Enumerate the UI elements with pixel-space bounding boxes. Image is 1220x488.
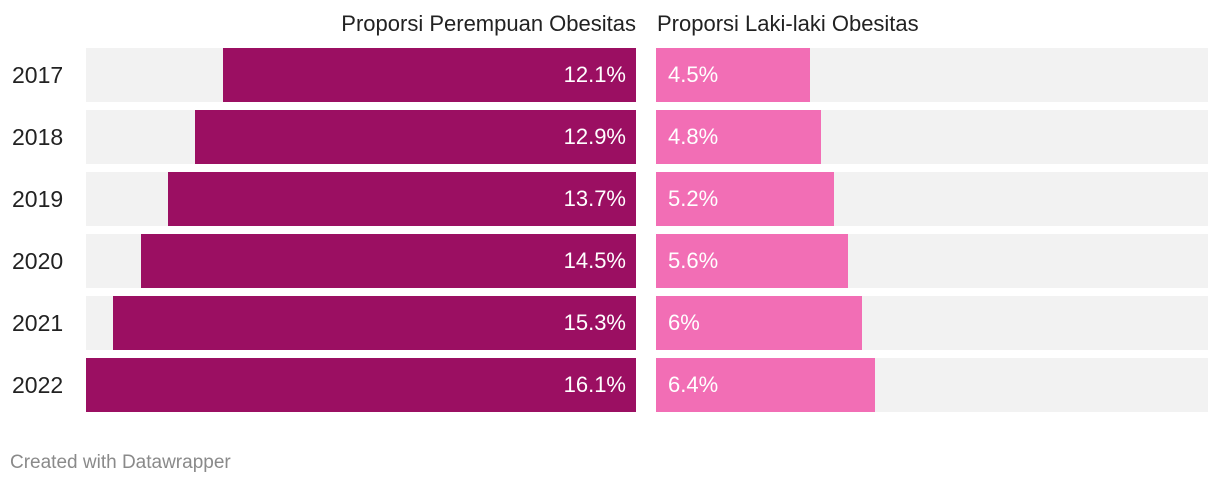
year-label: 2020 [12, 248, 64, 274]
bar-row: 2022 16.1% 6.4% [0, 358, 1220, 412]
year-label: 2017 [12, 62, 64, 88]
bar-row: 2019 13.7% 5.2% [0, 172, 1220, 226]
men-bar: 5.6% [656, 234, 848, 288]
women-bar: 12.9% [195, 110, 636, 164]
men-bar: 6.4% [656, 358, 875, 412]
women-bar: 16.1% [86, 358, 636, 412]
men-bar: 4.8% [656, 110, 821, 164]
women-bar: 12.1% [223, 48, 636, 102]
men-bar: 6% [656, 296, 862, 350]
women-value-label: 14.5% [563, 248, 626, 273]
men-value-label: 5.2% [668, 186, 719, 211]
year-label: 2022 [12, 372, 64, 398]
women-bar: 14.5% [141, 234, 636, 288]
footer-credit: Created with Datawrapper [10, 452, 231, 473]
men-track: 5.6% [656, 234, 1208, 288]
women-track: 12.1% [86, 48, 636, 102]
year-label: 2021 [12, 310, 64, 336]
year-label: 2019 [12, 186, 64, 212]
women-track: 16.1% [86, 358, 636, 412]
women-track: 12.9% [86, 110, 636, 164]
men-value-label: 4.5% [668, 62, 719, 87]
women-bar: 15.3% [113, 296, 636, 350]
men-bar: 5.2% [656, 172, 834, 226]
women-bar: 13.7% [168, 172, 636, 226]
bar-row: 2018 12.9% 4.8% [0, 110, 1220, 164]
men-track: 6% [656, 296, 1208, 350]
men-value-label: 6.4% [668, 372, 719, 397]
men-track: 5.2% [656, 172, 1208, 226]
women-track: 14.5% [86, 234, 636, 288]
women-track: 15.3% [86, 296, 636, 350]
header-women-obesity: Proporsi Perempuan Obesitas [341, 11, 636, 36]
header-men-obesity: Proporsi Laki-laki Obesitas [657, 11, 919, 36]
men-track: 4.5% [656, 48, 1208, 102]
women-value-label: 16.1% [563, 372, 626, 397]
men-bar: 4.5% [656, 48, 810, 102]
women-value-label: 13.7% [563, 186, 626, 211]
men-value-label: 4.8% [668, 124, 719, 149]
women-track: 13.7% [86, 172, 636, 226]
men-value-label: 6% [668, 310, 700, 335]
women-value-label: 12.1% [563, 62, 626, 87]
women-value-label: 12.9% [563, 124, 626, 149]
bar-row: 2017 12.1% 4.5% [0, 48, 1220, 102]
women-value-label: 15.3% [563, 310, 626, 335]
bar-row: 2021 15.3% 6% [0, 296, 1220, 350]
bar-row: 2020 14.5% 5.6% [0, 234, 1220, 288]
men-value-label: 5.6% [668, 248, 719, 273]
men-track: 6.4% [656, 358, 1208, 412]
year-label: 2018 [12, 124, 64, 150]
men-track: 4.8% [656, 110, 1208, 164]
